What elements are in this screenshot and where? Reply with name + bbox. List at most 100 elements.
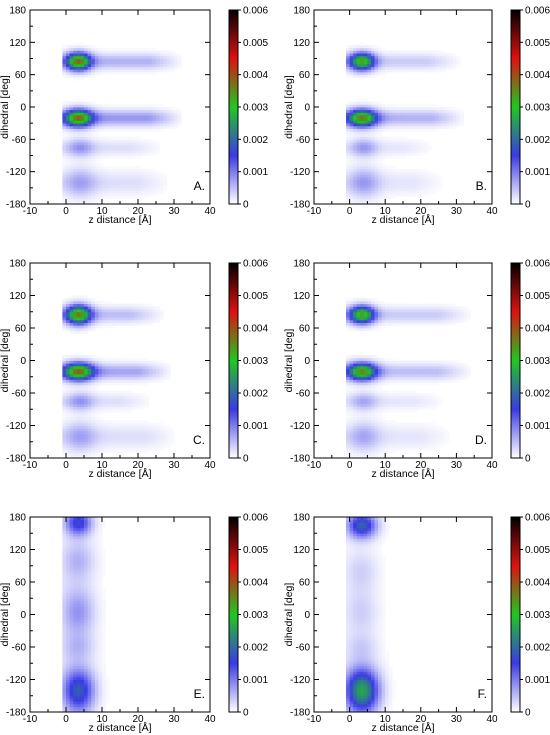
heatmap-cell bbox=[353, 53, 358, 57]
heatmap-cell bbox=[378, 47, 383, 51]
heatmap-cell bbox=[431, 123, 436, 127]
heatmap-cell bbox=[427, 444, 432, 448]
heatmap-cell bbox=[66, 387, 70, 391]
heatmap-cell bbox=[378, 71, 383, 76]
heatmap-cell bbox=[438, 365, 443, 370]
heatmap-cell bbox=[381, 71, 386, 76]
heatmap-cell bbox=[399, 303, 404, 307]
heatmap-cell bbox=[353, 125, 358, 129]
heatmap-cell bbox=[84, 360, 88, 364]
heatmap-cell bbox=[91, 133, 96, 138]
heatmap-cell bbox=[356, 115, 361, 119]
heatmap-cell bbox=[66, 300, 70, 305]
heatmap-cell bbox=[102, 406, 106, 410]
heatmap-cell bbox=[388, 115, 393, 119]
heatmap-cell bbox=[170, 433, 175, 437]
heatmap-cell bbox=[442, 319, 447, 323]
heatmap-cell bbox=[123, 71, 128, 76]
heatmap-cell bbox=[388, 376, 393, 380]
heatmap-cell bbox=[177, 63, 182, 67]
heatmap-cell bbox=[417, 447, 422, 451]
heatmap-cell bbox=[76, 436, 81, 440]
heatmap-cell bbox=[73, 363, 78, 367]
heatmap-cell bbox=[459, 120, 464, 124]
heatmap-cell bbox=[403, 436, 407, 440]
heatmap-cell bbox=[66, 374, 70, 378]
heatmap-cell bbox=[392, 393, 397, 397]
heatmap-cell bbox=[148, 171, 153, 175]
heatmap-cell bbox=[123, 322, 128, 326]
heatmap-cell bbox=[69, 322, 74, 326]
heatmap-cell bbox=[127, 61, 132, 65]
heatmap-cell bbox=[120, 379, 124, 383]
heatmap-cell bbox=[395, 360, 400, 364]
heatmap-cell bbox=[378, 447, 383, 451]
heatmap-cell bbox=[127, 174, 132, 178]
heatmap-cell bbox=[69, 131, 74, 135]
heatmap-cell bbox=[427, 428, 432, 432]
heatmap-cell bbox=[116, 171, 121, 175]
heatmap-cell bbox=[445, 363, 450, 367]
heatmap-cell bbox=[413, 58, 418, 62]
heatmap-cell bbox=[353, 433, 358, 437]
heatmap-cell bbox=[360, 325, 365, 329]
heatmap-cell bbox=[73, 182, 78, 186]
heatmap-cell bbox=[417, 403, 422, 407]
heatmap-cell bbox=[463, 363, 468, 367]
heatmap-cell bbox=[417, 401, 422, 405]
heatmap-cell bbox=[367, 147, 372, 151]
heatmap-cell bbox=[353, 74, 358, 78]
heatmap-cell bbox=[112, 128, 117, 132]
heatmap-cell bbox=[445, 317, 450, 321]
heatmap-cell bbox=[134, 182, 139, 186]
heatmap-cell bbox=[84, 393, 88, 397]
heatmap-cell bbox=[438, 368, 443, 372]
heatmap-cell bbox=[349, 187, 354, 191]
heatmap-cell bbox=[127, 444, 132, 448]
heatmap-cell bbox=[388, 66, 393, 70]
heatmap-cell bbox=[80, 368, 85, 372]
heatmap-cell bbox=[105, 61, 110, 65]
heatmap-cell bbox=[395, 115, 400, 119]
heatmap-cell bbox=[431, 69, 436, 73]
heatmap-cell bbox=[152, 376, 157, 380]
heatmap-cell bbox=[370, 368, 375, 372]
heatmap-cell bbox=[378, 50, 383, 54]
heatmap-cell bbox=[388, 125, 393, 129]
heatmap-cell bbox=[392, 439, 397, 443]
heatmap-cell bbox=[442, 368, 447, 372]
heatmap-cell bbox=[145, 360, 150, 364]
heatmap-cell bbox=[73, 61, 78, 65]
heatmap-cell bbox=[445, 117, 450, 121]
heatmap-cell bbox=[84, 163, 88, 167]
heatmap-cell bbox=[346, 185, 350, 189]
heatmap-cell bbox=[123, 436, 128, 440]
heatmap-cell bbox=[98, 190, 103, 194]
heatmap-cell bbox=[378, 104, 383, 108]
heatmap-cell bbox=[363, 368, 368, 372]
heatmap-cell bbox=[116, 447, 121, 451]
heatmap-cell bbox=[127, 58, 132, 62]
heatmap-cell bbox=[91, 425, 96, 429]
heatmap-cell bbox=[112, 420, 117, 424]
heatmap-cell bbox=[141, 363, 146, 367]
heatmap-cell bbox=[112, 439, 117, 443]
heatmap-cell bbox=[166, 428, 171, 432]
heatmap-cell bbox=[363, 201, 368, 205]
heatmap-cell bbox=[385, 117, 390, 121]
heatmap-cell bbox=[66, 115, 70, 119]
heatmap-cell bbox=[148, 360, 153, 364]
heatmap-cell bbox=[356, 142, 361, 146]
heatmap-cell bbox=[367, 406, 372, 410]
heatmap-cell bbox=[145, 190, 150, 194]
heatmap-cell bbox=[420, 401, 425, 405]
heatmap-cell bbox=[112, 317, 117, 321]
heatmap-cell bbox=[367, 123, 372, 127]
heatmap-cell bbox=[76, 355, 81, 359]
heatmap-cell bbox=[109, 107, 114, 111]
heatmap-cell bbox=[367, 368, 372, 372]
heatmap-cell bbox=[102, 322, 106, 326]
heatmap-cell bbox=[120, 357, 124, 361]
heatmap-cell bbox=[76, 314, 81, 318]
heatmap-cell bbox=[413, 406, 418, 410]
